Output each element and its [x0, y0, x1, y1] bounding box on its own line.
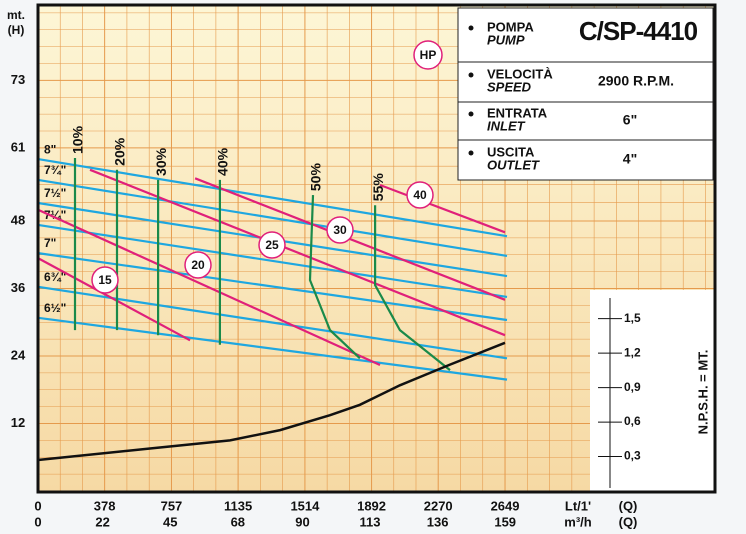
y2-tick-label: 0,9	[624, 380, 641, 394]
power-label: 20	[191, 258, 205, 272]
x2-axis-label: m³/h	[564, 514, 592, 529]
efficiency-label: 10%	[70, 125, 86, 154]
x2-tick-label: 159	[494, 514, 516, 529]
impeller-label: 7½"	[44, 186, 66, 200]
bullet	[469, 151, 474, 156]
power-label: 30	[333, 223, 347, 237]
chart: 8"7¾"7½"7¼"7"6¾"6½"10%20%30%40%50%55%152…	[0, 0, 746, 534]
x2-tick-label: 22	[95, 514, 109, 529]
y-axis-unit: (H)	[8, 23, 25, 37]
x-axis-label: Lt/1'	[565, 498, 591, 513]
x-tick-label: 1135	[224, 498, 252, 513]
x-tick-label: 378	[94, 498, 116, 513]
spec-value: 2900 R.P.M.	[598, 73, 674, 89]
y-tick-label: 12	[11, 415, 25, 430]
spec-value: 4"	[623, 151, 637, 167]
y2-tick-label: 1,5	[624, 311, 641, 325]
efficiency-label: 55%	[370, 173, 386, 202]
bullet	[469, 73, 474, 78]
bullet	[469, 26, 474, 31]
power-label: 25	[265, 238, 279, 252]
x-tick-label: 757	[161, 498, 183, 513]
x2-tick-label: 136	[427, 514, 449, 529]
spec-value: C/SP-4410	[579, 16, 698, 46]
x-tick-label: 0	[34, 498, 41, 513]
y2-tick-label: 0,3	[624, 449, 641, 463]
y2-tick-label: 0,6	[624, 414, 641, 428]
x2-tick-label: 45	[163, 514, 177, 529]
y-tick-label: 73	[11, 72, 25, 87]
efficiency-label: 50%	[308, 163, 324, 192]
efficiency-label: 20%	[112, 137, 128, 166]
x2-tick-label: 0	[34, 514, 41, 529]
y-tick-label: 61	[11, 139, 25, 154]
spec-label-en: INLET	[487, 118, 526, 133]
impeller-label: 7"	[44, 236, 56, 250]
efficiency-label: 30%	[153, 147, 169, 176]
page: {"chart_data": { "type": "line", "y_axis…	[0, 0, 746, 534]
y-tick-label: 48	[11, 212, 25, 227]
x-axis-unit: (Q)	[619, 498, 638, 513]
y-axis-label: mt.	[7, 8, 25, 22]
x2-axis-unit: (Q)	[619, 514, 638, 529]
spec-label-en: OUTLET	[487, 157, 540, 172]
y2-axis-label: N.P.S.H. = MT.	[695, 350, 710, 435]
power-label: 15	[98, 273, 112, 287]
efficiency-label: 40%	[215, 147, 231, 176]
spec-value: 6"	[623, 112, 637, 128]
x-tick-label: 2649	[491, 498, 520, 513]
x2-tick-label: 90	[295, 514, 309, 529]
y-tick-label: 24	[11, 347, 26, 362]
x-tick-label: 1892	[357, 498, 386, 513]
x-tick-label: 1514	[290, 498, 320, 513]
bullet	[469, 112, 474, 117]
x-tick-label: 2270	[424, 498, 453, 513]
impeller-label: 8"	[44, 142, 56, 156]
x2-tick-label: 113	[360, 514, 381, 529]
hp-label: HP	[420, 48, 437, 62]
power-label: 40	[413, 188, 427, 202]
y2-tick-label: 1,2	[624, 345, 641, 359]
impeller-label: 6½"	[44, 301, 66, 315]
spec-label-en: PUMP	[487, 32, 525, 47]
spec-label-en: SPEED	[487, 79, 532, 94]
impeller-label: 7¾"	[44, 163, 66, 177]
y-tick-label: 36	[11, 280, 25, 295]
x2-tick-label: 68	[231, 514, 245, 529]
